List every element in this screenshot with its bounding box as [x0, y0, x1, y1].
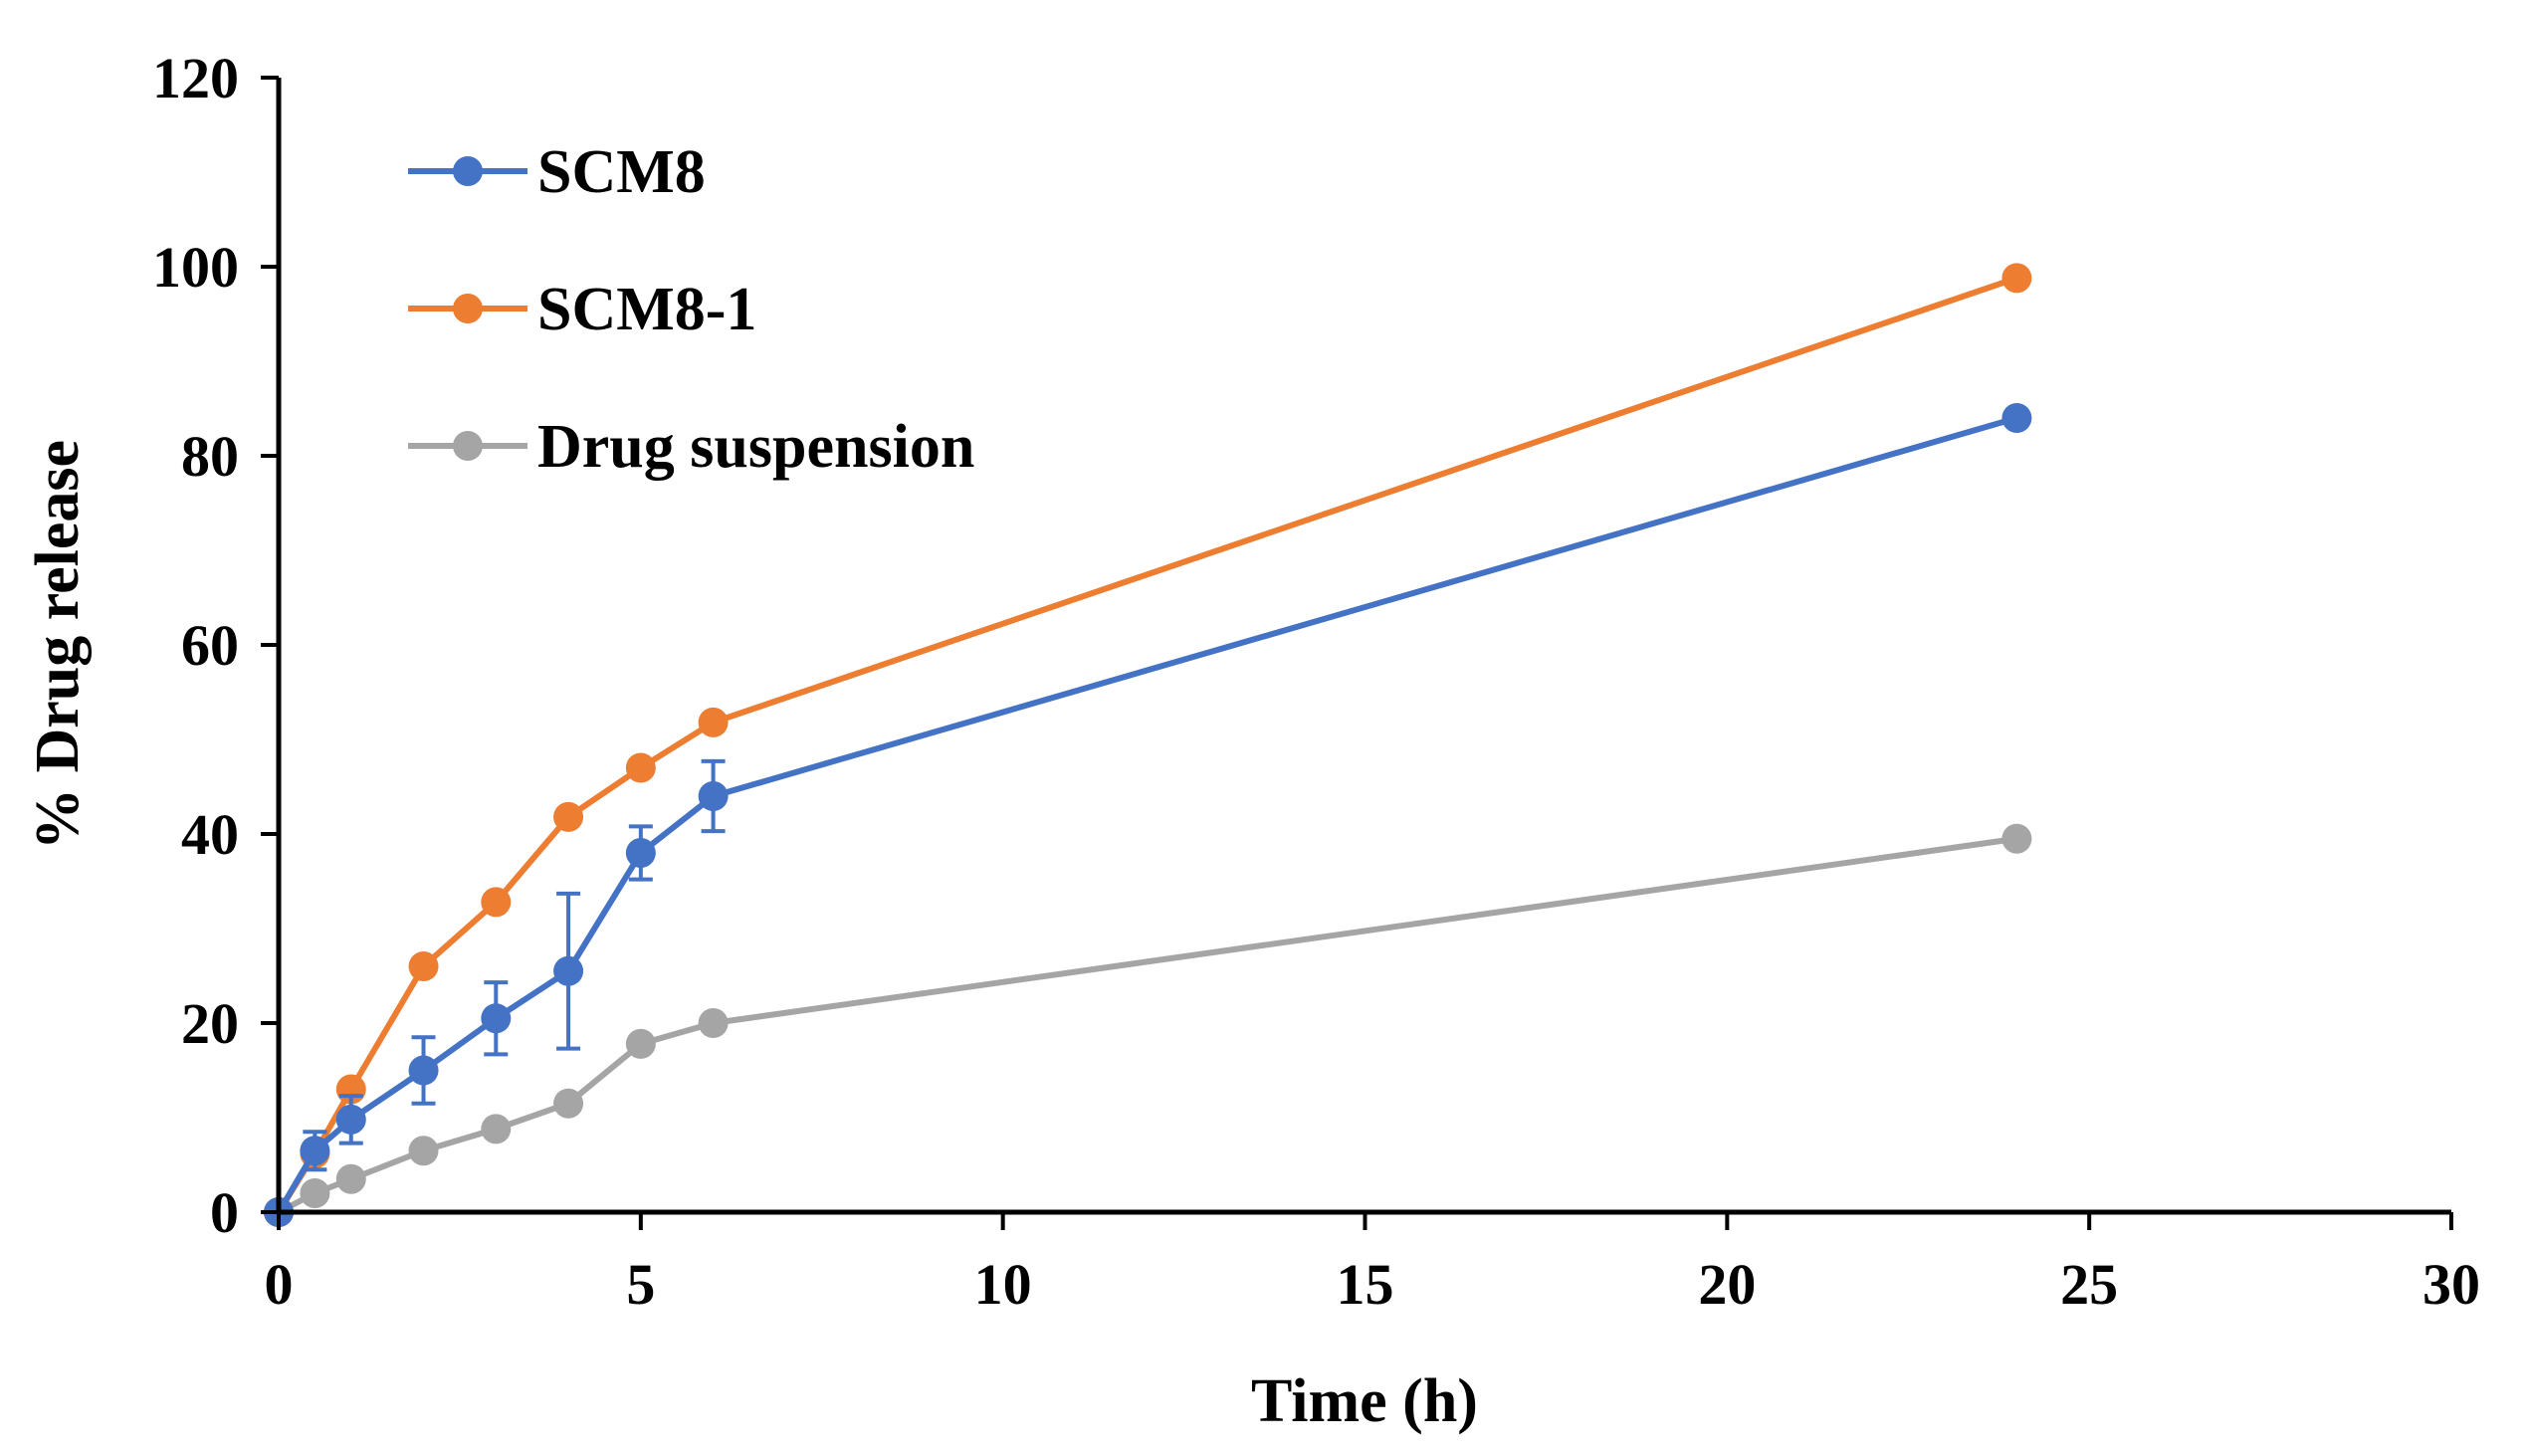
series-1 — [264, 263, 2032, 1227]
x-tick-label: 20 — [1698, 1252, 1756, 1317]
data-point — [2001, 263, 2032, 294]
x-tick-label: 5 — [626, 1252, 655, 1317]
axes-layer — [276, 78, 2451, 1215]
legend-item: SCM8-1 — [408, 276, 756, 343]
data-point — [481, 1003, 512, 1034]
x-tick-label: 25 — [2060, 1252, 2118, 1317]
x-tick-label: 10 — [974, 1252, 1032, 1317]
legend-marker — [453, 431, 483, 461]
data-point — [625, 752, 656, 783]
data-point — [698, 707, 729, 737]
series-line — [277, 835, 2017, 1215]
data-point — [625, 838, 656, 868]
legend-item: SCM8 — [408, 138, 706, 206]
data-point — [408, 951, 439, 981]
data-point — [481, 1114, 512, 1144]
data-point — [2001, 403, 2032, 433]
data-point — [553, 801, 584, 832]
data-point — [625, 1028, 656, 1059]
y-tick-label: 100 — [152, 235, 239, 300]
legend-label: Drug suspension — [537, 413, 974, 481]
data-point — [335, 1163, 366, 1194]
data-point — [698, 781, 729, 811]
legend-label: SCM8-1 — [537, 276, 756, 343]
y-tick-label: 0 — [210, 1180, 239, 1245]
series-line — [276, 415, 2018, 1214]
ticks-layer: 0 20 40 60 80 100 120 0 5 10 15 20 25 30 — [152, 46, 2480, 1317]
y-tick-label: 120 — [152, 46, 239, 110]
legend-item: Drug suspension — [408, 413, 974, 481]
legend: SCM8 SCM8-1 Drug suspension — [408, 138, 974, 481]
data-point — [300, 1178, 330, 1208]
data-point — [553, 1088, 584, 1119]
series-2 — [264, 823, 2032, 1227]
x-tick-label: 0 — [265, 1252, 294, 1317]
data-point — [2001, 823, 2032, 854]
y-tick-label: 20 — [181, 991, 239, 1056]
legend-label: SCM8 — [537, 138, 706, 206]
data-point — [335, 1104, 366, 1135]
data-point — [408, 1136, 439, 1166]
data-point — [698, 1008, 729, 1038]
data-point — [481, 887, 512, 918]
x-tick-label: 15 — [1337, 1252, 1394, 1317]
series-0 — [264, 403, 2032, 1227]
x-axis-title: Time (h) — [1251, 1367, 1478, 1435]
y-tick-label: 60 — [181, 613, 239, 678]
data-point — [553, 955, 584, 986]
data-point — [408, 1055, 439, 1086]
x-tick-label: 30 — [2422, 1252, 2480, 1317]
y-tick-label: 40 — [181, 802, 239, 867]
legend-marker — [453, 294, 483, 323]
y-tick-label: 80 — [181, 424, 239, 489]
data-point — [300, 1136, 330, 1166]
series-layer — [264, 263, 2032, 1227]
legend-marker — [453, 156, 483, 186]
y-axis-title: % Drug release — [24, 440, 92, 850]
